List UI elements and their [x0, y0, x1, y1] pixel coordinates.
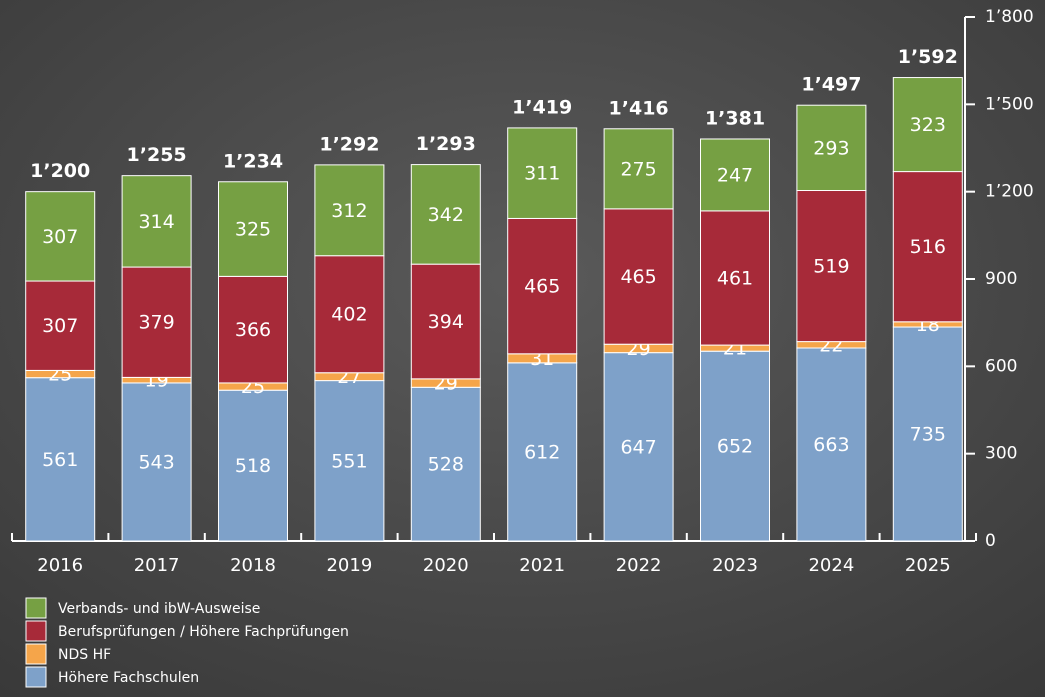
total-label: 1’416 — [609, 97, 669, 119]
bar-segment — [892, 171, 963, 323]
bar-segment — [218, 389, 288, 542]
value-label: 366 — [235, 319, 271, 341]
legend-label: Höhere Fachschulen — [58, 670, 199, 686]
value-label: 342 — [428, 204, 464, 226]
y-tick-label: 1’800 — [985, 7, 1034, 27]
value-label: 379 — [138, 312, 174, 334]
bar-segment — [25, 280, 96, 371]
bar-segment — [700, 210, 770, 346]
x-tick-label: 2023 — [712, 555, 758, 576]
bar-segment — [603, 128, 674, 210]
value-label: 312 — [331, 200, 367, 222]
x-tick-label: 2016 — [37, 555, 83, 576]
value-label: 394 — [428, 311, 464, 333]
x-tick-label: 2020 — [423, 555, 469, 576]
bar-segment — [121, 175, 192, 268]
value-label: 307 — [42, 315, 78, 337]
y-tick-label: 300 — [985, 444, 1017, 464]
bar-segment — [796, 190, 867, 343]
y-tick-label: 1’200 — [985, 182, 1034, 202]
total-label: 1’419 — [512, 96, 572, 118]
value-label: 735 — [910, 424, 946, 446]
bar-segment — [700, 350, 770, 542]
x-tick-label: 2017 — [134, 555, 180, 576]
value-label: 465 — [524, 276, 560, 298]
value-label: 561 — [42, 449, 78, 471]
legend-label: NDS HF — [58, 647, 111, 663]
bar-segment — [603, 352, 674, 542]
total-label: 1’381 — [705, 107, 765, 129]
bar-segment — [218, 181, 288, 277]
total-label: 1’234 — [223, 150, 283, 172]
legend-swatch — [25, 666, 47, 688]
bar-segment — [410, 164, 481, 265]
value-label: 647 — [620, 436, 656, 458]
bar-segment — [700, 138, 770, 212]
x-tick-label: 2021 — [519, 555, 565, 576]
legend-swatch — [25, 643, 47, 665]
bar-segment — [218, 275, 288, 384]
y-tick-label: 600 — [985, 356, 1017, 376]
value-label: 314 — [138, 211, 174, 233]
value-label: 465 — [620, 266, 656, 288]
bar-segment — [410, 386, 481, 542]
legend-label: Verbands- und ibW-Ausweise — [58, 601, 260, 617]
value-label: 551 — [331, 450, 367, 472]
bar-segment — [892, 77, 963, 173]
y-tick-label: 900 — [985, 269, 1017, 289]
value-label: 293 — [813, 137, 849, 159]
bar-segment — [410, 263, 481, 380]
value-label: 311 — [524, 163, 560, 185]
x-tick-label: 2018 — [230, 555, 276, 576]
x-tick-label: 2022 — [616, 555, 662, 576]
value-label: 518 — [235, 455, 271, 477]
x-tick-label: 2019 — [326, 555, 372, 576]
value-label: 652 — [717, 436, 753, 458]
total-label: 1’292 — [319, 133, 379, 155]
bar-segment — [892, 326, 963, 542]
value-label: 516 — [910, 236, 946, 258]
value-label: 612 — [524, 441, 560, 463]
bar-segment — [25, 191, 96, 282]
value-label: 528 — [428, 454, 464, 476]
total-label: 1’592 — [898, 46, 958, 68]
bar-segment — [796, 104, 867, 192]
bar-segment — [121, 382, 192, 542]
total-label: 1’497 — [801, 74, 861, 96]
bar-segment — [796, 347, 867, 542]
value-label: 543 — [138, 451, 174, 473]
total-label: 1’255 — [127, 144, 187, 166]
bar-segment — [507, 362, 578, 542]
bar-segment — [314, 164, 385, 257]
x-tick-label: 2024 — [808, 555, 854, 576]
legend-swatch — [25, 597, 47, 619]
value-label: 519 — [813, 256, 849, 278]
bar-segment — [507, 217, 578, 355]
bar-segment — [314, 380, 385, 542]
value-label: 247 — [717, 164, 753, 186]
value-label: 323 — [910, 114, 946, 136]
value-label: 402 — [331, 304, 367, 326]
y-tick-label: 1’500 — [985, 94, 1034, 114]
bar-segment — [121, 266, 192, 378]
legend-swatch — [25, 620, 47, 642]
y-tick-label: 0 — [985, 531, 996, 551]
total-label: 1’200 — [30, 160, 90, 182]
bar-segment — [25, 377, 96, 542]
total-label: 1’293 — [416, 133, 476, 155]
value-label: 461 — [717, 267, 753, 289]
value-label: 307 — [42, 226, 78, 248]
x-tick-label: 2025 — [905, 555, 951, 576]
legend-label: Berufsprüfungen / Höhere Fachprüfungen — [58, 624, 349, 640]
value-label: 275 — [620, 158, 656, 180]
value-label: 663 — [813, 434, 849, 456]
bar-segment — [507, 127, 578, 219]
value-label: 325 — [235, 219, 271, 241]
